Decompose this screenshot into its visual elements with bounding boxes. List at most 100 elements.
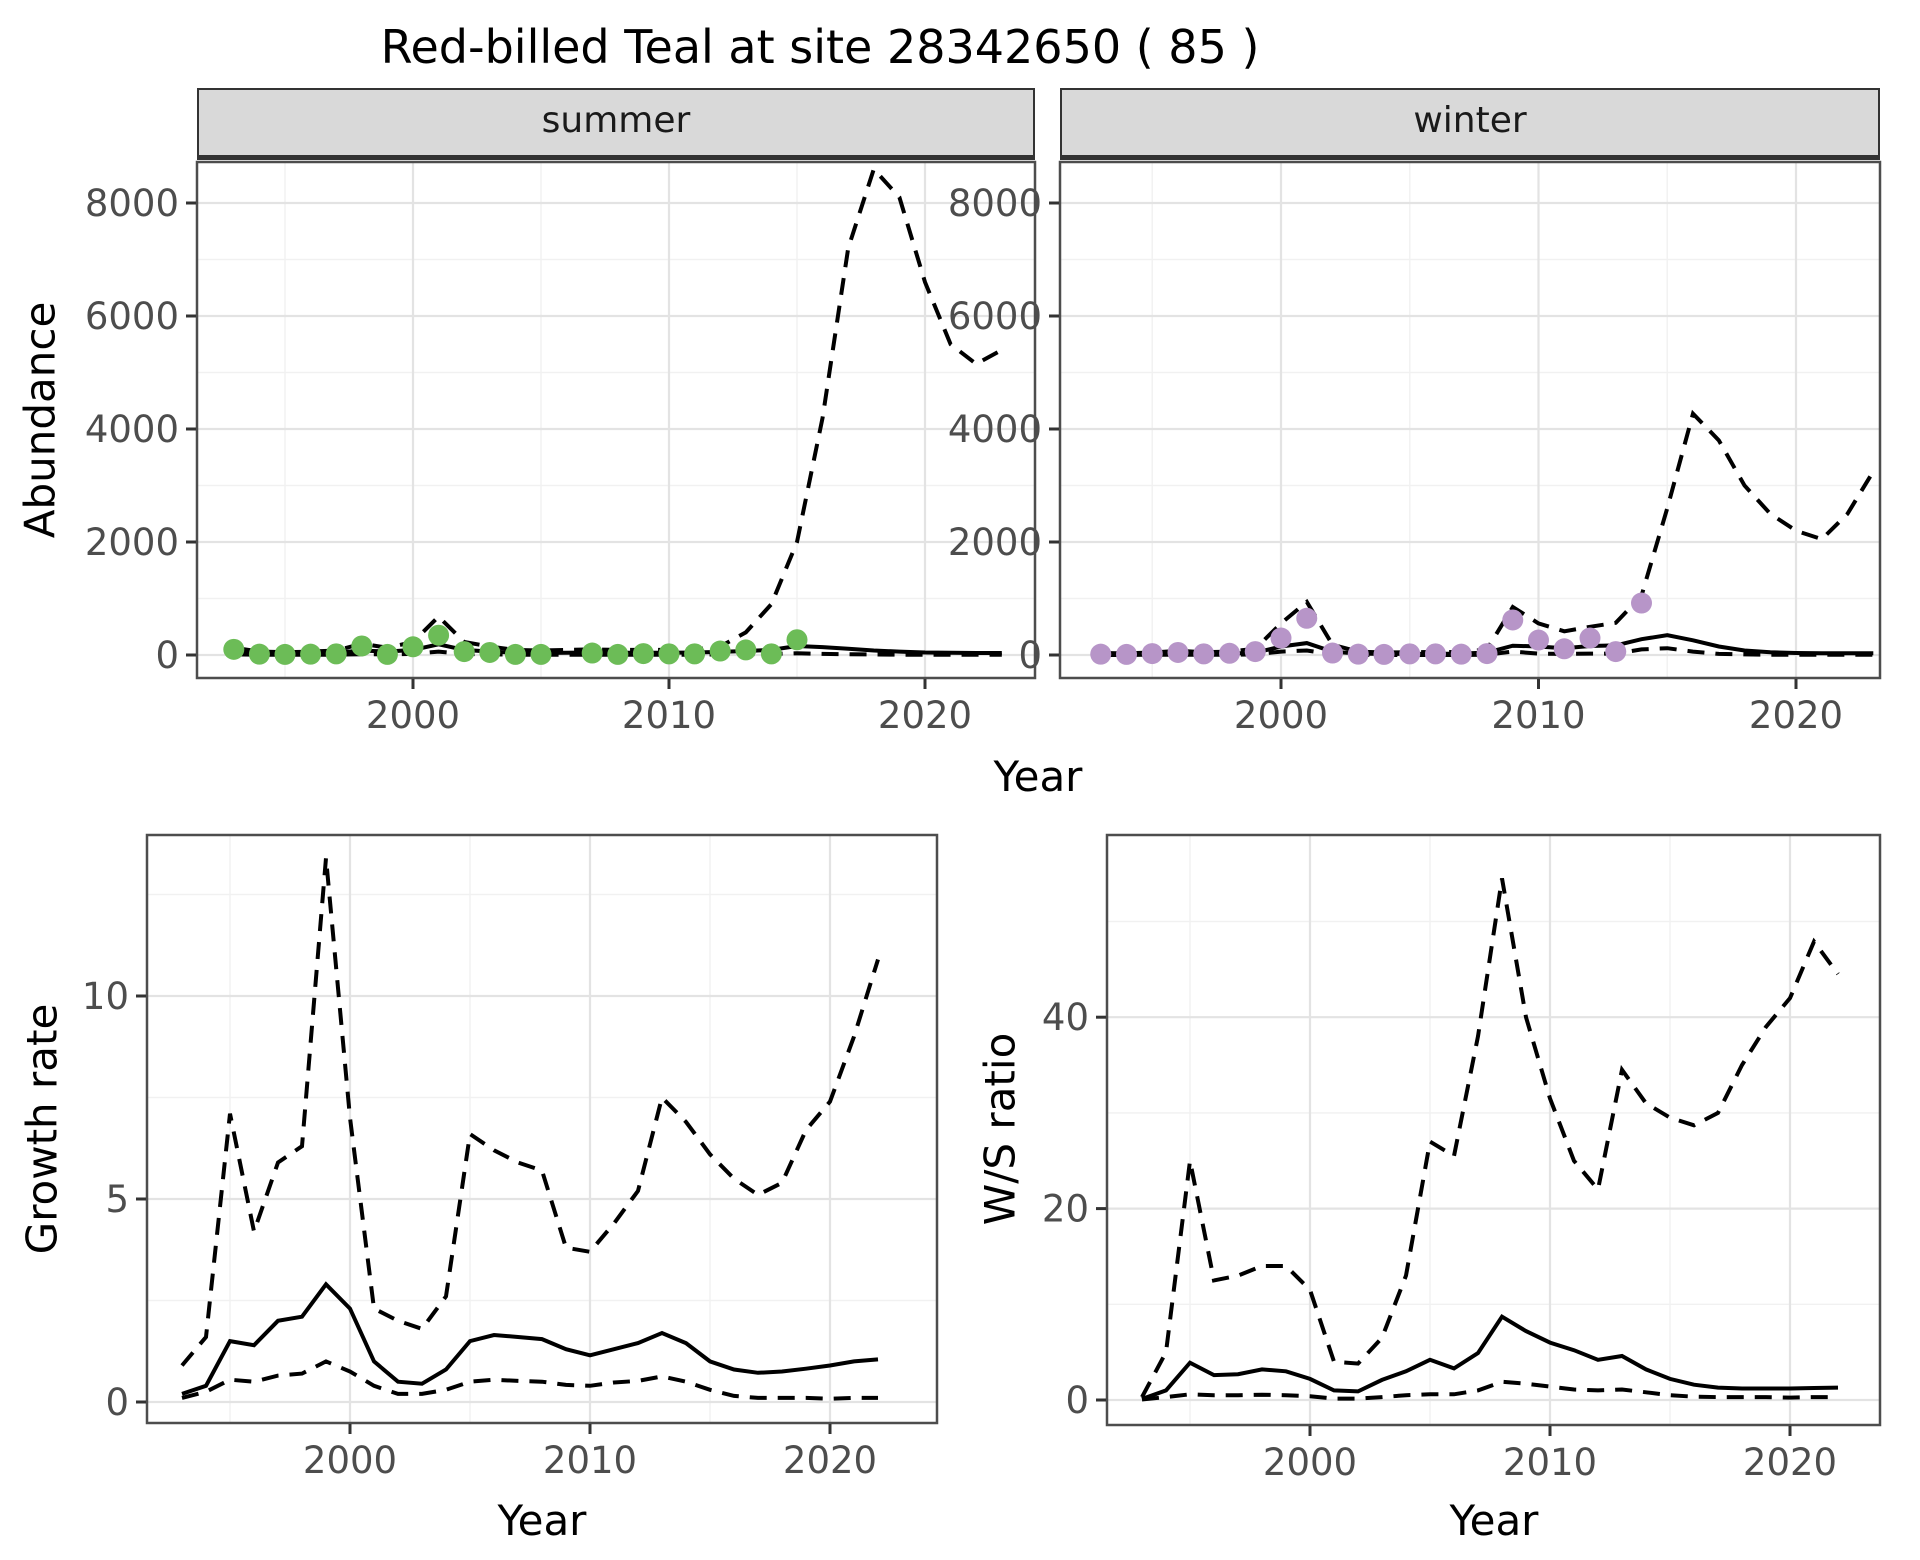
x-tick-label: 2020 <box>1749 694 1843 737</box>
facet-strip-winter: winter <box>1060 88 1880 160</box>
data-point <box>786 629 808 651</box>
data-point <box>402 636 424 658</box>
growth-rate-panel-bg <box>147 835 937 1423</box>
y-tick-label: 6000 <box>85 295 179 338</box>
abundance-winter-panel-border <box>1058 160 1882 680</box>
data-point <box>1141 643 1163 665</box>
y-tick-label: 5 <box>105 1178 129 1221</box>
x-tick-label: 2000 <box>366 694 460 737</box>
y-tick-label: 0 <box>105 1381 129 1424</box>
abundance-summer-panel-bg <box>197 162 1035 678</box>
abundance-summer-observed-counts <box>223 624 808 665</box>
data-point <box>1244 641 1266 663</box>
y-axis-title-abundance: Abundance <box>15 301 65 539</box>
data-point <box>1631 592 1652 614</box>
data-point <box>735 639 757 661</box>
x-tick-label: 2020 <box>1743 1441 1837 1484</box>
y-axis-title-ws-ratio: W/S ratio <box>975 1032 1025 1226</box>
abundance-summer-panel-border <box>195 160 1037 680</box>
data-point <box>376 643 398 665</box>
data-point <box>1399 643 1421 665</box>
x-tick-label: 2020 <box>783 1439 877 1482</box>
abundance-winter-panel: 2000 2010 2020 0 2000 4000 6000 8000 <box>948 160 1882 737</box>
y-tick-label: 4000 <box>85 408 179 451</box>
y-tick-label: 40 <box>1042 996 1089 1039</box>
data-point <box>1219 642 1240 664</box>
data-point <box>1425 643 1446 665</box>
facet-strip-summer: summer <box>197 88 1035 160</box>
page-title: Red-billed Teal at site 28342650 ( 85 ) <box>380 20 1260 74</box>
data-point <box>1373 643 1395 665</box>
y-tick-label: 8000 <box>85 182 179 225</box>
data-point <box>504 643 526 665</box>
data-point <box>1296 607 1318 629</box>
data-point <box>351 635 373 657</box>
growth-rate-median-fit <box>181 1281 879 1396</box>
ws-ratio-upper-credible-interval <box>1140 878 1840 1399</box>
x-tick-label: 2000 <box>303 1439 397 1482</box>
x-tick-label: 2010 <box>543 1439 637 1482</box>
x-tick-label: 2010 <box>1491 694 1585 737</box>
data-point <box>684 643 706 665</box>
y-axis-title-growth-rate: Growth rate <box>17 1003 67 1255</box>
x-tick-label: 2000 <box>1234 694 1328 737</box>
data-point <box>607 643 629 665</box>
data-point <box>1450 643 1472 665</box>
data-point <box>1347 643 1369 665</box>
y-tick-label: 10 <box>82 975 129 1018</box>
data-point <box>530 643 552 665</box>
y-tick-label: 4000 <box>948 408 1042 451</box>
abundance-winter-observed-counts <box>1090 592 1652 665</box>
growth-rate-panel-border <box>145 833 939 1425</box>
data-point <box>223 638 245 660</box>
growth-rate-panel: 2000 2010 2020 0 5 10 <box>82 833 939 1482</box>
data-point <box>479 641 501 663</box>
data-point <box>1322 642 1343 664</box>
data-point <box>1193 643 1215 665</box>
y-tick-label: 0 <box>1065 1379 1089 1422</box>
x-axis-title-year-ws: Year <box>1449 1496 1539 1545</box>
x-axis-title-year-top: Year <box>993 752 1083 801</box>
abundance-summer-panel: 2000 2010 2020 0 2000 4000 6000 8000 <box>85 160 1037 737</box>
y-tick-label: 20 <box>1042 1188 1089 1231</box>
facet-strip-summer-label: summer <box>541 100 691 141</box>
data-point <box>1502 609 1524 631</box>
y-tick-label: 0 <box>155 634 179 677</box>
ws-ratio-panel-border <box>1105 833 1882 1427</box>
data-point <box>1167 641 1189 663</box>
data-point <box>1605 641 1627 663</box>
y-tick-label: 2000 <box>85 521 179 564</box>
x-tick-label: 2010 <box>1503 1441 1597 1484</box>
data-point <box>1116 643 1137 665</box>
data-point <box>1476 643 1498 665</box>
y-tick-label: 0 <box>1018 634 1042 677</box>
abundance-winter-panel-bg <box>1060 162 1880 678</box>
data-point <box>274 643 296 665</box>
data-point <box>581 642 603 664</box>
ws-ratio-lower-credible-interval <box>1141 1379 1838 1402</box>
data-point <box>325 643 347 665</box>
data-point <box>1553 638 1575 660</box>
y-tick-label: 8000 <box>948 182 1042 225</box>
x-tick-label: 2020 <box>878 694 972 737</box>
ws-ratio-panel: 2000 2010 2020 0 20 40 <box>1042 833 1882 1484</box>
data-point <box>428 624 450 646</box>
ws-ratio-median-fit <box>1141 1313 1839 1401</box>
x-tick-label: 2000 <box>1263 1441 1357 1484</box>
growth-rate-upper-credible-interval <box>180 857 880 1367</box>
data-point <box>1528 629 1549 651</box>
x-tick-label: 2010 <box>622 694 716 737</box>
facet-strip-winter-label: winter <box>1413 100 1527 141</box>
data-point <box>709 640 731 662</box>
data-point <box>1579 627 1601 649</box>
data-point <box>1270 627 1292 649</box>
y-tick-label: 2000 <box>948 521 1042 564</box>
data-point <box>453 641 475 663</box>
data-point <box>632 643 654 665</box>
data-point <box>248 643 270 665</box>
data-point <box>300 643 322 665</box>
growth-rate-lower-credible-interval <box>181 1359 878 1401</box>
x-axis-title-year-growth: Year <box>497 1496 587 1545</box>
